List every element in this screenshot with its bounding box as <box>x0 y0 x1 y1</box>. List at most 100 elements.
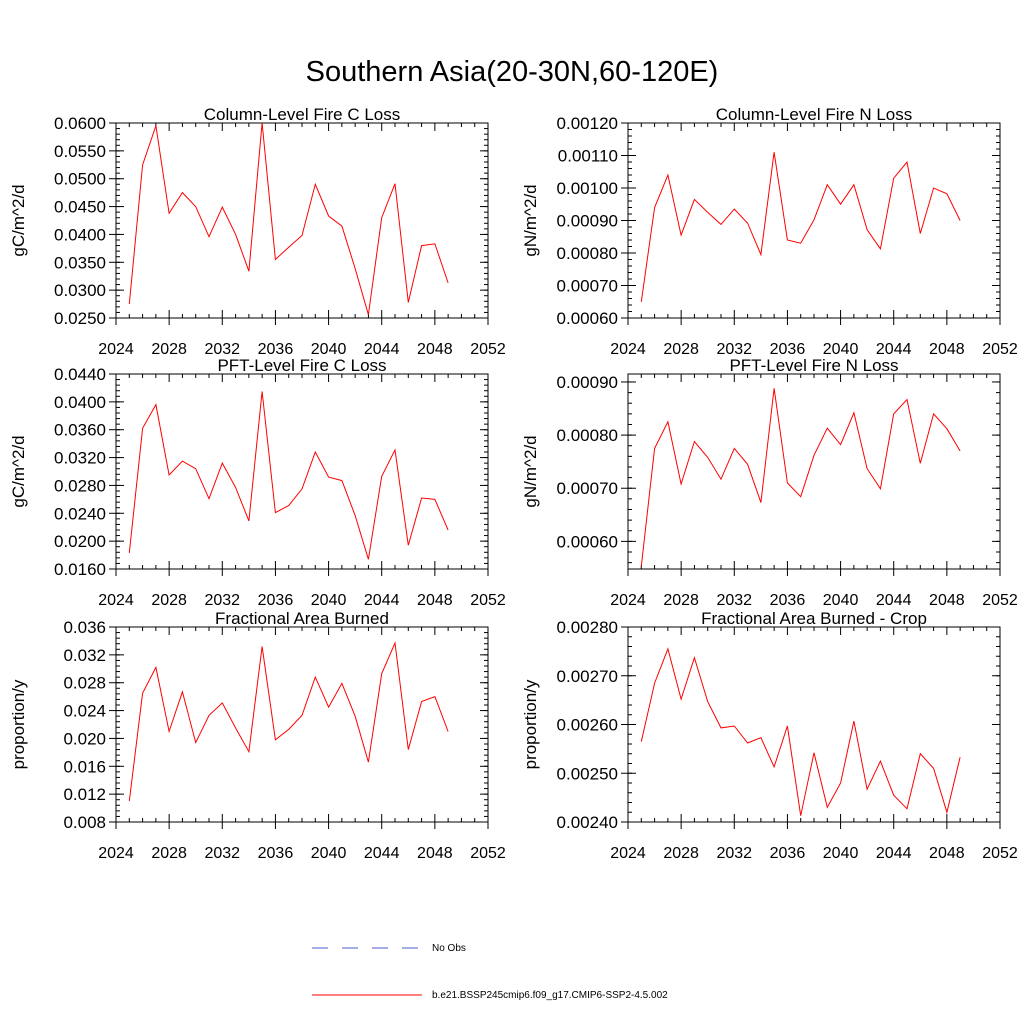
series-line <box>640 647 961 816</box>
y-tick-label: 0.0550 <box>54 142 106 161</box>
y-tick-label: 0.0440 <box>54 365 106 384</box>
legend-label-no-obs: No Obs <box>432 943 466 954</box>
x-tick-label: 2028 <box>663 341 699 358</box>
x-tick-label: 2024 <box>610 341 646 358</box>
series-line <box>128 391 449 560</box>
y-tick-label: 0.036 <box>63 618 106 637</box>
panel-title: Fractional Area Burned - Crop <box>701 609 927 628</box>
y-tick-label: 0.00280 <box>557 618 618 637</box>
y-tick-label: 0.0280 <box>54 476 106 495</box>
panel-title: Fractional Area Burned <box>215 609 389 628</box>
panel-title: PFT-Level Fire C Loss <box>217 356 386 375</box>
y-tick-label: 0.00240 <box>557 813 618 832</box>
y-tick-label: 0.0350 <box>54 253 106 272</box>
y-tick-label: 0.00250 <box>557 764 618 783</box>
x-tick-label: 2028 <box>663 845 699 862</box>
y-axis-label: gC/m^2/d <box>9 184 28 256</box>
x-tick-label: 2044 <box>876 592 912 609</box>
x-tick-label: 2036 <box>258 341 294 358</box>
x-tick-label: 2036 <box>258 845 294 862</box>
x-tick-label: 2036 <box>770 341 806 358</box>
y-tick-label: 0.0360 <box>54 421 106 440</box>
figure-title: Southern Asia(20-30N,60-120E) <box>305 56 719 88</box>
y-tick-label: 0.00110 <box>558 147 618 166</box>
y-tick-label: 0.0160 <box>54 560 106 579</box>
series-line <box>640 388 961 567</box>
x-tick-label: 2040 <box>823 592 859 609</box>
x-tick-label: 2044 <box>364 845 400 862</box>
x-tick-label: 2032 <box>716 592 752 609</box>
y-tick-label: 0.0600 <box>54 114 106 133</box>
legend-swatch-no-obs <box>312 947 420 949</box>
x-tick-label: 2032 <box>204 845 240 862</box>
x-tick-label: 2024 <box>610 592 646 609</box>
x-tick-label: 2040 <box>311 592 347 609</box>
x-tick-label: 2044 <box>364 592 400 609</box>
y-tick-label: 0.0500 <box>54 170 106 189</box>
y-tick-label: 0.032 <box>63 646 106 665</box>
x-tick-label: 2052 <box>470 592 506 609</box>
plot-frame <box>115 122 489 319</box>
y-tick-label: 0.024 <box>63 702 106 721</box>
series-line <box>640 152 961 302</box>
x-tick-label: 2036 <box>770 845 806 862</box>
x-tick-label: 2052 <box>982 592 1018 609</box>
x-tick-label: 2048 <box>929 845 965 862</box>
x-tick-label: 2040 <box>311 341 347 358</box>
y-tick-label: 0.00270 <box>557 667 618 686</box>
y-tick-label: 0.00090 <box>557 212 618 231</box>
y-tick-label: 0.00060 <box>557 309 618 328</box>
x-tick-label: 2052 <box>982 341 1018 358</box>
x-tick-label: 2048 <box>417 341 453 358</box>
y-axis-label: gC/m^2/d <box>9 435 28 507</box>
y-tick-label: 0.0250 <box>54 309 106 328</box>
x-tick-label: 2024 <box>98 592 134 609</box>
x-tick-label: 2032 <box>716 845 752 862</box>
x-tick-label: 2036 <box>258 592 294 609</box>
x-tick-label: 2052 <box>470 341 506 358</box>
x-tick-label: 2036 <box>770 592 806 609</box>
x-tick-label: 2044 <box>876 341 912 358</box>
series-line <box>128 122 449 315</box>
x-tick-label: 2040 <box>311 845 347 862</box>
x-tick-label: 2032 <box>204 341 240 358</box>
y-tick-label: 0.0400 <box>54 393 106 412</box>
x-tick-label: 2044 <box>364 341 400 358</box>
x-tick-label: 2048 <box>929 592 965 609</box>
x-tick-label: 2028 <box>151 845 187 862</box>
x-tick-label: 2024 <box>610 845 646 862</box>
y-tick-label: 0.012 <box>63 785 106 804</box>
y-tick-label: 0.00260 <box>557 716 618 735</box>
x-tick-label: 2028 <box>151 341 187 358</box>
y-axis-label: proportion/y <box>521 679 540 769</box>
y-tick-label: 0.0320 <box>54 449 106 468</box>
y-axis-label: gN/m^2/d <box>521 184 540 256</box>
y-axis-label: gN/m^2/d <box>521 435 540 507</box>
y-tick-label: 0.00070 <box>557 479 618 498</box>
y-tick-label: 0.00070 <box>557 277 618 296</box>
x-tick-label: 2032 <box>716 341 752 358</box>
x-tick-label: 2048 <box>929 341 965 358</box>
y-tick-label: 0.008 <box>63 813 106 832</box>
y-tick-label: 0.00090 <box>557 373 618 392</box>
y-tick-label: 0.0240 <box>54 504 106 523</box>
panel-title: Column-Level Fire N Loss <box>716 105 913 124</box>
y-tick-label: 0.0300 <box>54 281 106 300</box>
x-tick-label: 2024 <box>98 341 134 358</box>
x-tick-label: 2040 <box>823 341 859 358</box>
x-tick-label: 2028 <box>151 592 187 609</box>
y-tick-label: 0.0200 <box>54 532 106 551</box>
y-tick-label: 0.020 <box>63 729 106 748</box>
panel-1: Column-Level Fire C Loss gC/m^2/d 2024 2028… <box>9 105 506 358</box>
y-tick-label: 0.0400 <box>54 225 106 244</box>
y-tick-label: 0.028 <box>63 674 106 693</box>
x-tick-label: 2052 <box>982 845 1018 862</box>
series-line <box>128 641 449 802</box>
y-tick-label: 0.00120 <box>557 114 618 133</box>
panel-6: Fractional Area Burned - Crop proportion/… <box>521 609 1018 862</box>
legend-label-run: b.e21.BSSP245cmip6.f09_g17.CMIP6-SSP2-4.… <box>432 990 668 1001</box>
x-tick-label: 2052 <box>470 845 506 862</box>
y-tick-label: 0.00080 <box>557 426 618 445</box>
panel-3: PFT-Level Fire C Loss gC/m^2/d 2024 2028 203… <box>9 356 506 609</box>
